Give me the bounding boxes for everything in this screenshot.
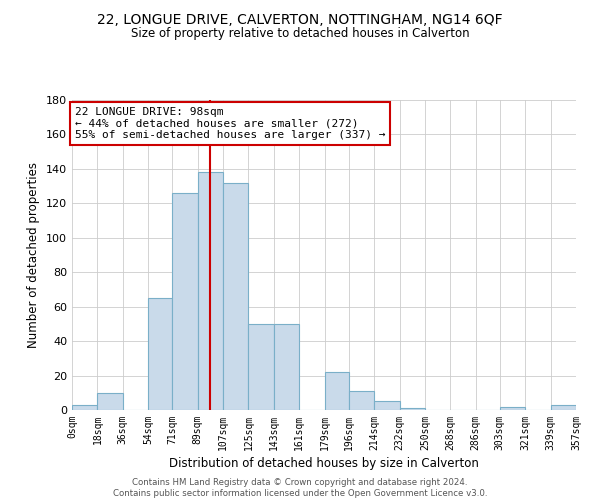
Bar	[197, 172, 223, 410]
Bar	[248, 324, 274, 410]
Text: Size of property relative to detached houses in Calverton: Size of property relative to detached ho…	[131, 28, 469, 40]
Bar	[500, 406, 525, 410]
Bar	[223, 182, 248, 410]
Bar	[400, 408, 425, 410]
Bar	[374, 402, 400, 410]
Bar	[349, 391, 374, 410]
Bar	[551, 405, 576, 410]
Bar	[72, 405, 97, 410]
Bar	[325, 372, 349, 410]
Text: Distribution of detached houses by size in Calverton: Distribution of detached houses by size …	[169, 458, 479, 470]
Bar	[148, 298, 172, 410]
Text: 22 LONGUE DRIVE: 98sqm
← 44% of detached houses are smaller (272)
55% of semi-de: 22 LONGUE DRIVE: 98sqm ← 44% of detached…	[75, 107, 385, 140]
Text: 22, LONGUE DRIVE, CALVERTON, NOTTINGHAM, NG14 6QF: 22, LONGUE DRIVE, CALVERTON, NOTTINGHAM,…	[97, 12, 503, 26]
Bar	[172, 193, 197, 410]
Text: Contains HM Land Registry data © Crown copyright and database right 2024.
Contai: Contains HM Land Registry data © Crown c…	[113, 478, 487, 498]
Bar	[97, 393, 123, 410]
Bar	[274, 324, 299, 410]
Y-axis label: Number of detached properties: Number of detached properties	[28, 162, 40, 348]
